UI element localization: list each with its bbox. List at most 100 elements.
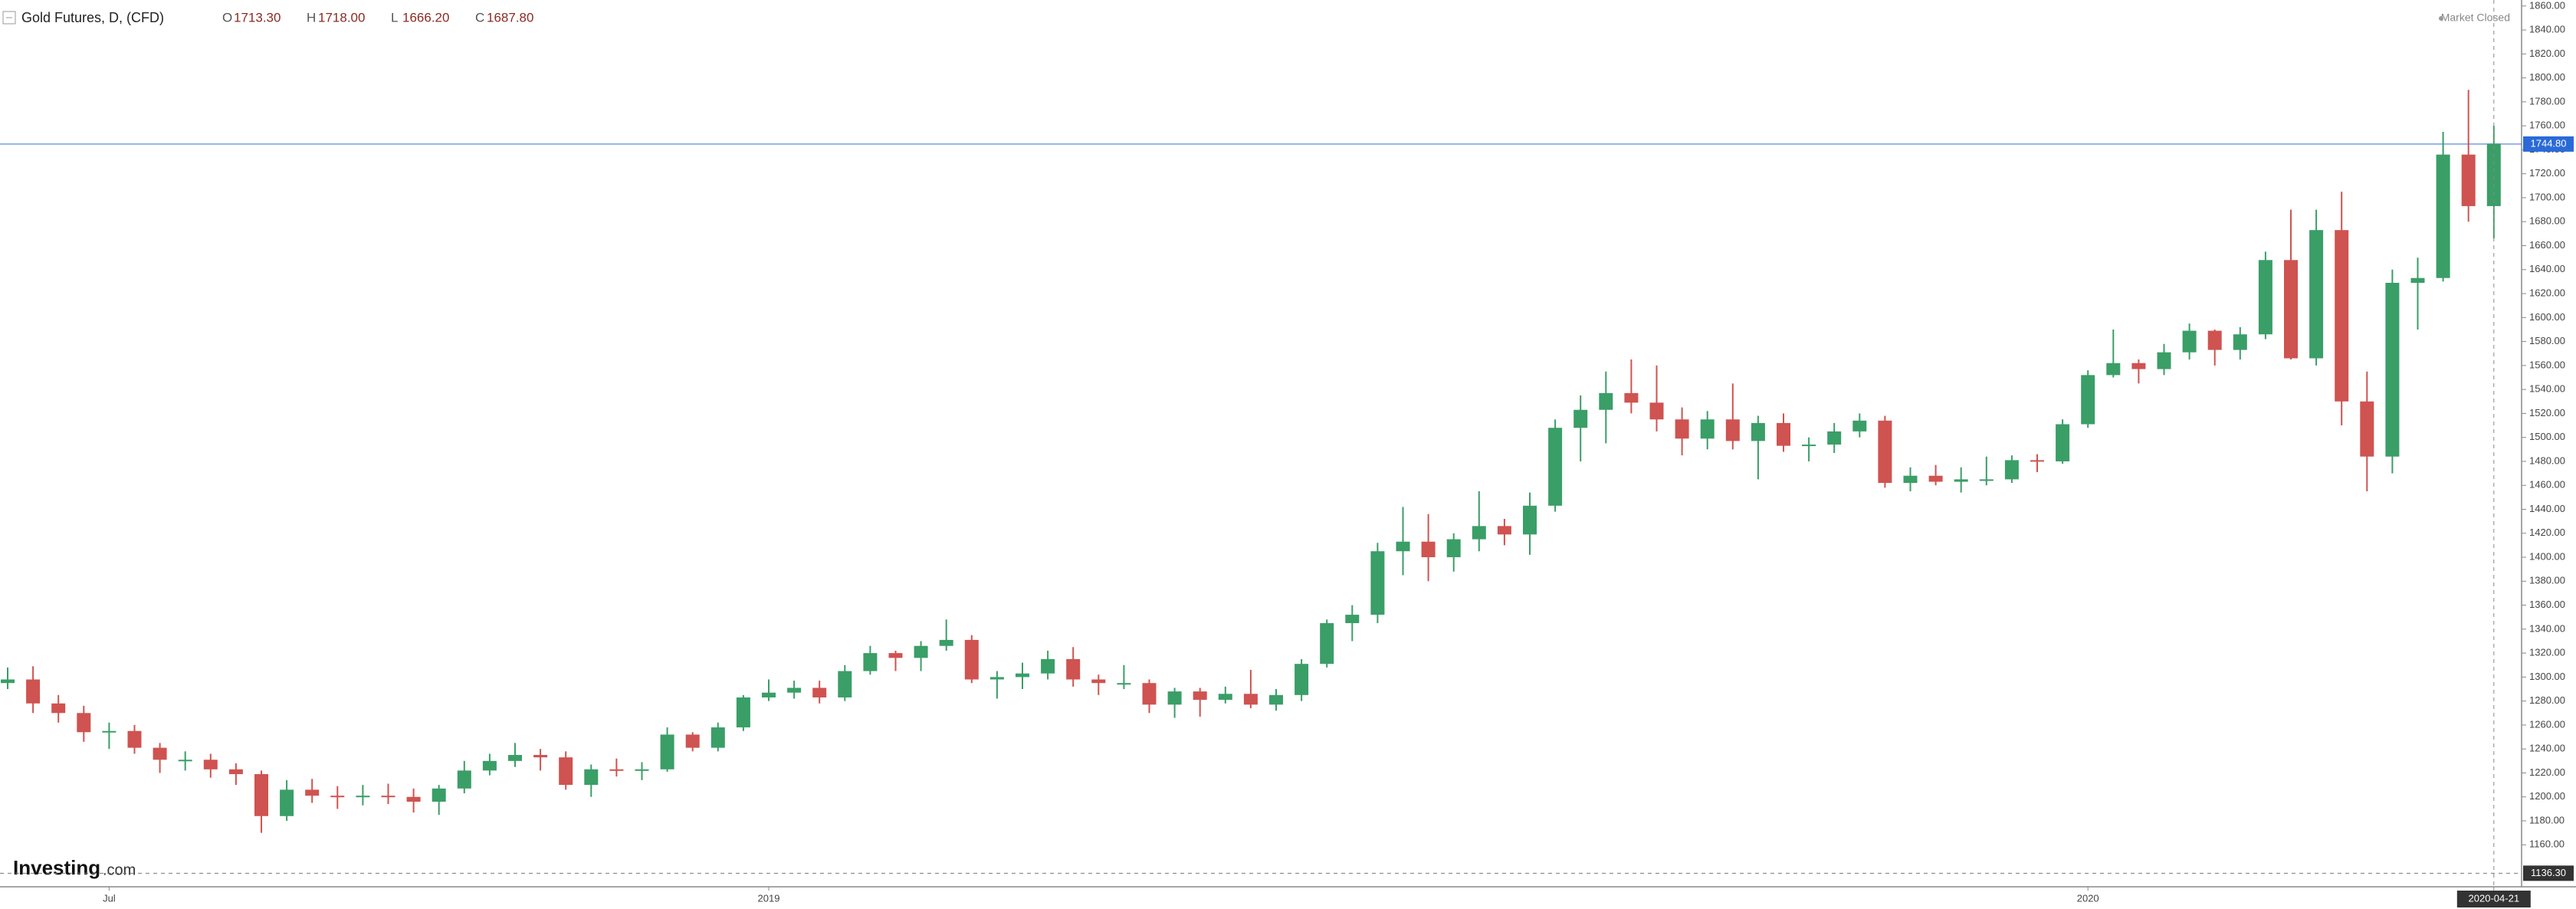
- candle-body: [1497, 526, 1511, 535]
- candle-body: [330, 796, 345, 798]
- candle-body: [533, 755, 548, 758]
- candle-body: [1269, 694, 1283, 705]
- ohlc-key: L: [391, 10, 398, 25]
- status-dot: [2439, 16, 2443, 21]
- candle-body: [1167, 691, 1182, 705]
- x-tick-label: 2020: [2077, 892, 2099, 904]
- candle-body: [1903, 475, 1918, 484]
- candle-body: [102, 730, 116, 733]
- candle-body: [1675, 419, 1689, 439]
- candle-body: [888, 653, 903, 658]
- candle-body: [432, 788, 446, 802]
- candle-body: [2385, 282, 2400, 457]
- candle-body: [1345, 615, 1360, 624]
- candle-body: [685, 734, 700, 748]
- x-tick-label: Jul: [103, 892, 116, 904]
- candle-body: [1295, 664, 1309, 695]
- y-tick-label: 1520.00: [2529, 407, 2565, 418]
- watermark-suffix: .com: [103, 861, 136, 878]
- candle-body: [1041, 658, 1055, 674]
- candle-body: [1016, 673, 1029, 678]
- candle-body: [559, 757, 573, 786]
- candle-body: [482, 760, 497, 771]
- candle-body: [736, 697, 750, 728]
- watermark-brand: Investing: [13, 856, 100, 879]
- candle-body: [203, 760, 218, 770]
- y-tick-label: 1860.00: [2529, 0, 2565, 11]
- candle-body: [305, 789, 320, 796]
- y-tick-label: 1840.00: [2529, 24, 2565, 35]
- candle-body: [812, 687, 827, 697]
- candle-body: [2030, 460, 2044, 462]
- candle-body: [1523, 505, 1537, 535]
- candle-body: [2131, 363, 2146, 369]
- candle-body: [77, 713, 91, 733]
- x-tick-label: 2020-04-21: [2469, 892, 2520, 904]
- candle-body: [939, 639, 953, 646]
- candle-body: [2258, 260, 2272, 335]
- y-tick-label: 1800.00: [2529, 71, 2565, 83]
- ohlc-value: 1713.30: [234, 10, 281, 25]
- candle-body: [381, 796, 395, 798]
- candle-body: [1117, 683, 1131, 685]
- y-tick-label: 1700.00: [2529, 191, 2565, 202]
- candle-body: [2106, 363, 2121, 376]
- candle-body: [2207, 330, 2222, 350]
- ohlc-value: 1666.20: [402, 10, 449, 25]
- candle-body: [2157, 352, 2171, 369]
- candle-body: [2486, 143, 2501, 206]
- candle-body: [1472, 526, 1486, 540]
- y-tick-label: 1440.00: [2529, 503, 2565, 514]
- ohlc-value: 1687.80: [487, 10, 533, 25]
- y-tick-label: 1340.00: [2529, 622, 2565, 634]
- candle-body: [2284, 260, 2298, 359]
- candle-body: [609, 769, 624, 771]
- y-tick-label: 1720.00: [2529, 167, 2565, 179]
- candle-body: [153, 747, 167, 760]
- candle-body: [280, 789, 294, 816]
- candle-body: [51, 703, 66, 714]
- candle-body: [2309, 230, 2324, 359]
- candle-body: [1725, 419, 1740, 441]
- candle-body: [1928, 475, 1943, 482]
- y-tick-label: 1480.00: [2529, 454, 2565, 466]
- y-tick-label: 1820.00: [2529, 48, 2565, 59]
- candle-body: [584, 769, 599, 786]
- candle-body: [2335, 230, 2349, 402]
- market-status: Market Closed: [2441, 11, 2510, 24]
- last-price-box: [2523, 136, 2574, 152]
- y-tick-label: 1240.00: [2529, 743, 2565, 754]
- candle-body: [2056, 424, 2070, 461]
- x-tick-label: 2019: [758, 892, 780, 904]
- candle-body: [254, 774, 268, 816]
- candle-body: [508, 755, 522, 761]
- y-tick-label: 1780.00: [2529, 95, 2565, 107]
- candle-body: [2004, 460, 2019, 480]
- ohlc-key: O: [222, 10, 232, 25]
- candle-body: [2081, 375, 2095, 425]
- candle-body: [228, 769, 243, 775]
- y-tick-label: 1420.00: [2529, 527, 2565, 538]
- y-tick-label: 1360.00: [2529, 599, 2565, 610]
- candle-body: [1396, 541, 1410, 552]
- candle-body: [1751, 422, 1765, 441]
- candle-body: [1193, 691, 1207, 701]
- y-tick-label: 1300.00: [2529, 671, 2565, 682]
- candle-body: [787, 687, 802, 693]
- y-tick-label: 1640.00: [2529, 263, 2565, 274]
- y-tick-label: 1600.00: [2529, 311, 2565, 323]
- candle-body: [1777, 422, 1790, 446]
- collapse-icon[interactable]: [2, 11, 16, 25]
- y-tick-label: 1180.00: [2529, 814, 2565, 825]
- candle-body: [1066, 658, 1081, 680]
- y-tick-label: 1260.00: [2529, 718, 2565, 730]
- candle-body: [1548, 428, 1563, 506]
- candle-body: [635, 769, 649, 771]
- y-tick-label: 1500.00: [2529, 431, 2565, 442]
- candle-body: [1649, 402, 1664, 420]
- candle-body: [2360, 401, 2374, 457]
- candle-body: [1573, 409, 1588, 428]
- y-tick-label: 1680.00: [2529, 215, 2565, 227]
